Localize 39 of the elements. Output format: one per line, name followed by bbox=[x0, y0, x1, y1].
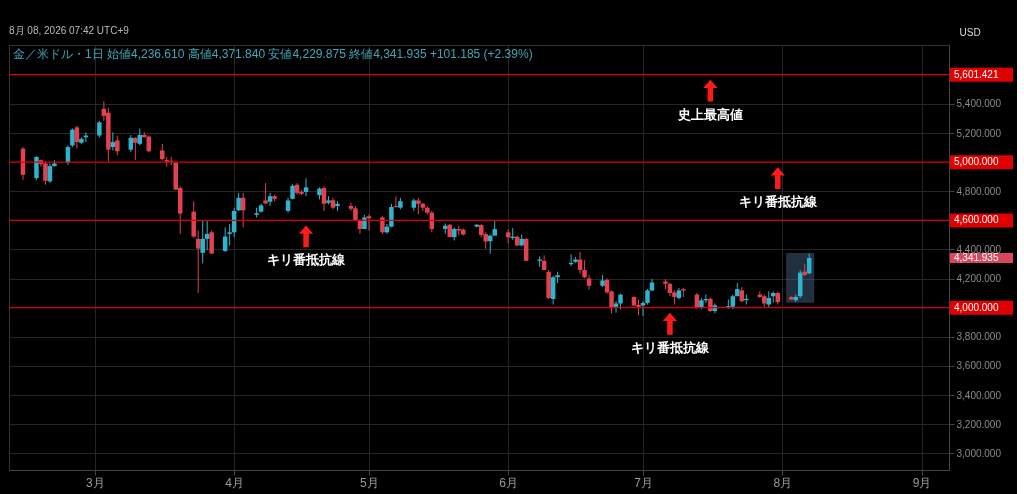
y-tick-label: 4,800.000 bbox=[956, 185, 1002, 197]
x-tick-label: 5月 bbox=[360, 475, 379, 490]
y-tick-label: 3,200.000 bbox=[956, 418, 1002, 430]
text: 8月 08, 2026 07:42 UTC+9 bbox=[9, 25, 130, 36]
x-tick-label: 7月 bbox=[634, 475, 653, 490]
y-tick-label: 3,600.000 bbox=[956, 360, 1002, 372]
ref-line-label: 4,000.000 bbox=[954, 301, 999, 313]
candlestick bbox=[586, 274, 592, 291]
candlestick bbox=[110, 131, 116, 151]
y-tick-label: 3,000.000 bbox=[956, 447, 1002, 459]
y-tick-label: 3,800.000 bbox=[956, 331, 1002, 343]
annotation: 史上最高値 bbox=[676, 106, 743, 122]
annotation: キリ番抵抗線 bbox=[267, 252, 347, 268]
chart-title: 金／米ドル・1日 始値4,236.610 高値4,371.840 安値4,229.875 終値4,341.935 +101.185 (+2.39%) bbox=[13, 47, 533, 61]
x-tick-label: 6月 bbox=[499, 475, 519, 490]
x-tick-label: 8月 bbox=[773, 475, 793, 490]
x-tick-label: 9月 bbox=[912, 475, 932, 490]
y-axis-title: USD bbox=[959, 26, 981, 38]
ref-line-label: 4,600.000 bbox=[954, 214, 999, 226]
y-tick-label: 3,400.000 bbox=[956, 389, 1002, 401]
candlestick bbox=[115, 135, 120, 156]
y-tick-label: 4,200.000 bbox=[956, 273, 1002, 285]
ref-line-label: 5,000.000 bbox=[954, 156, 999, 168]
candlestick bbox=[133, 136, 138, 161]
ref-line-label: 5,601.421 bbox=[954, 68, 999, 80]
x-tick-label: 3月 bbox=[86, 475, 105, 490]
candlestick bbox=[550, 275, 556, 306]
annotation: キリ番抵抗線 bbox=[630, 339, 710, 355]
candlestick bbox=[200, 220, 205, 264]
candlestick bbox=[380, 215, 385, 235]
candlestick bbox=[209, 230, 214, 255]
candlestick bbox=[204, 220, 210, 251]
candlestick bbox=[195, 230, 201, 294]
y-tick-label: 5,400.000 bbox=[956, 98, 1002, 110]
x-tick-label: 4月 bbox=[225, 475, 244, 490]
annotation: キリ番抵抗線 bbox=[738, 194, 818, 210]
candlestick bbox=[267, 192, 273, 207]
y-tick-label: 5,200.000 bbox=[956, 127, 1002, 139]
candlestick bbox=[70, 127, 75, 148]
